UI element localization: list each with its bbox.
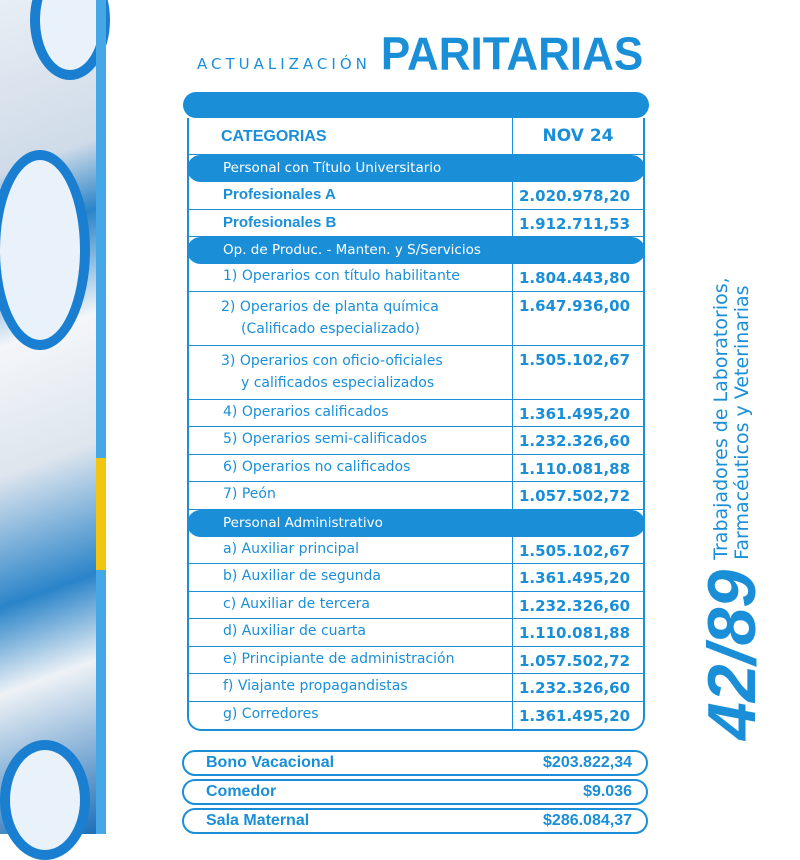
salary-value: 1.110.081,88 — [512, 454, 643, 481]
table-row: g) Corredores 1.361.495,20 — [189, 701, 643, 729]
extra-benefit-row: Sala Maternal $286.084,37 — [182, 808, 648, 834]
salary-value: 1.232.326,60 — [512, 591, 643, 618]
flag-photo — [0, 0, 110, 860]
category-label-2: (Calificado especializado) — [241, 320, 420, 337]
category-label: 5) Operarios semi-calificados — [223, 431, 428, 447]
header-categorias: CATEGORIAS — [221, 128, 327, 145]
table-row: 1) Operarios con título habilitante 1.804… — [189, 264, 643, 292]
category-label: a) Auxiliar principal — [223, 540, 360, 557]
agreement-label: 42/89 Trabajadores de Laboratorios, Farm… — [693, 170, 771, 740]
salary-value: 1.057.502,72 — [512, 482, 643, 509]
union-logo-flag — [0, 740, 90, 860]
category-label: 6) Operarios no calificados — [223, 458, 411, 475]
table-row: Profesionales B 1.912.711,53 — [189, 209, 643, 237]
salary-value: 1.232.326,60 — [512, 427, 643, 454]
category-label: d) Auxiliar de cuarta — [223, 623, 366, 639]
salary-value: 1.232.326,60 — [512, 674, 643, 701]
category-label: e) Principiante de administración — [223, 650, 455, 667]
table-row: b) Auxiliar de segunda 1.361.495,20 — [189, 564, 643, 592]
salary-value: 1.505.102,67 — [512, 536, 643, 563]
salary-value: 1.505.102,67 — [512, 345, 643, 399]
title-prefix: ACTUALIZACIÓN — [197, 55, 371, 73]
salary-value: 1.361.495,20 — [512, 701, 643, 729]
table-row: c) Auxiliar de tercera 1.232.326,60 — [189, 591, 643, 619]
salary-value: 1.361.495,20 — [512, 564, 643, 591]
union-logo-flag — [0, 150, 90, 350]
category-label: c) Auxiliar de tercera — [223, 595, 370, 612]
salary-value: 1.057.502,72 — [512, 646, 643, 673]
table-header: CATEGORIAS NOV 24 — [189, 118, 643, 155]
category-label: 7) Peón — [223, 486, 276, 502]
decorative-stripe — [96, 0, 106, 834]
salary-value: 1.647.936,00 — [512, 291, 643, 345]
benefit-value: $286.084,37 — [543, 812, 632, 829]
category-label: g) Corredores — [223, 705, 319, 722]
section-header: Op. de Produc. - Manten. y S/Servicios — [189, 237, 643, 264]
benefit-label: Sala Maternal — [206, 812, 310, 829]
agreement-number: 42/89 — [694, 569, 770, 740]
decorative-stripe-yellow — [96, 458, 106, 570]
extra-benefit-row: Comedor $9.036 — [182, 779, 648, 805]
category-label-2: y calificados especializados — [241, 374, 435, 391]
benefit-value: $9.036 — [583, 783, 632, 800]
category-label: 3) Operarios con oficio-oficiales — [221, 352, 443, 369]
category-label: f) Viajante propagandistas — [223, 678, 408, 694]
benefit-label: Comedor — [206, 783, 277, 800]
benefit-value: $203.822,34 — [543, 754, 632, 771]
table-row: 3) Operarios con oficio-oficiales y calif… — [189, 345, 643, 400]
category-label: Profesionales B — [223, 213, 337, 231]
header-period: NOV 24 — [512, 118, 643, 154]
table-row: a) Auxiliar principal 1.505.102,67 — [189, 536, 643, 564]
salary-value: 1.361.495,20 — [512, 399, 643, 426]
salary-value: 1.804.443,80 — [512, 264, 643, 291]
category-label: 4) Operarios calificados — [223, 403, 389, 420]
category-label: 1) Operarios con título habilitante — [223, 268, 460, 284]
salary-value: 1.110.081,88 — [512, 619, 643, 646]
table-row: 2) Operarios de planta química (Calificad… — [189, 291, 643, 346]
section-header: Personal Administrativo — [189, 509, 643, 537]
table-row: 6) Operarios no calificados 1.110.081,88 — [189, 454, 643, 482]
table-row: 7) Peón 1.057.502,72 — [189, 482, 643, 510]
table-row: e) Principiante de administración 1.057.5… — [189, 646, 643, 674]
table-row: d) Auxiliar de cuarta 1.110.081,88 — [189, 619, 643, 647]
agreement-line-2: Farmacéuticos y Veterinarias — [731, 285, 753, 560]
section-header: Personal con Título Universitario — [189, 155, 643, 182]
category-label: 2) Operarios de planta química — [221, 298, 439, 315]
table-top-bar — [183, 92, 649, 118]
table-row: Profesionales A 2.020.978,20 — [189, 182, 643, 210]
benefit-label: Bono Vacacional — [206, 754, 335, 771]
extra-benefit-row: Bono Vacacional $203.822,34 — [182, 750, 648, 776]
agreement-line-1: Trabajadores de Laboratorios, — [710, 277, 732, 560]
table-row: 5) Operarios semi-calificados 1.232.326,6… — [189, 427, 643, 455]
salary-value: 2.020.978,20 — [512, 182, 643, 209]
salary-value: 1.912.711,53 — [512, 209, 643, 236]
category-label: b) Auxiliar de segunda — [223, 568, 381, 584]
table-row: f) Viajante propagandistas 1.232.326,60 — [189, 674, 643, 702]
table-row: 4) Operarios calificados 1.361.495,20 — [189, 399, 643, 427]
salary-table: CATEGORIAS NOV 24 Personal con Título Un… — [183, 92, 649, 731]
page-title: ACTUALIZACIÓN PARITARIAS — [197, 28, 644, 81]
title-main: PARITARIAS — [380, 28, 644, 81]
category-label: Profesionales A — [223, 186, 336, 203]
